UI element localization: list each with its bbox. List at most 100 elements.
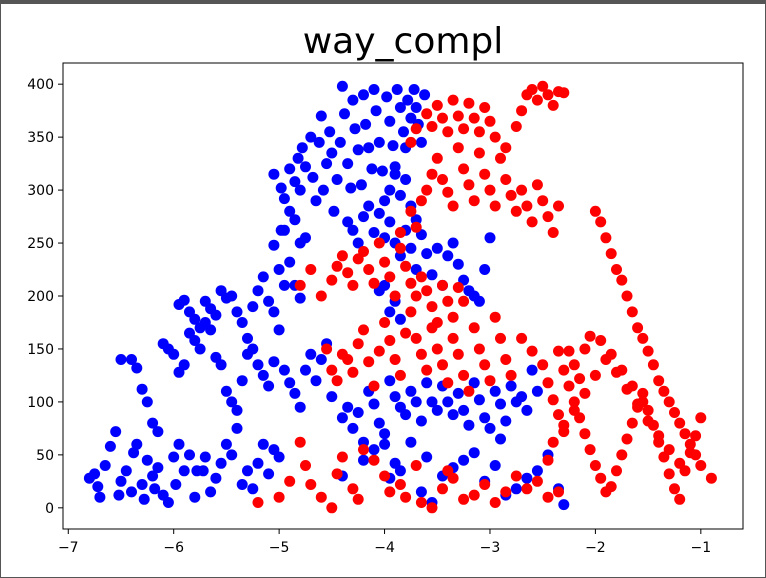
scatter-point-s0-186 [442, 250, 454, 262]
scatter-point-s1-122 [521, 200, 533, 212]
scatter-point-s0-73 [273, 324, 285, 336]
scatter-point-s1-70 [294, 279, 306, 291]
scatter-point-s0-127 [315, 110, 327, 122]
scatter-point-s1-106 [437, 174, 448, 185]
scatter-point-s1-194 [637, 387, 649, 399]
scatter-point-s1-163 [626, 306, 638, 318]
scatter-point-s1-130 [410, 123, 422, 135]
scatter-point-s1-138 [458, 123, 470, 135]
scatter-point-s0-106 [294, 292, 306, 304]
scatter-point-s0-90 [210, 309, 222, 321]
scatter-point-s0-172 [368, 227, 380, 238]
scatter-point-s1-154 [516, 105, 528, 117]
scatter-point-s0-182 [421, 248, 433, 260]
scatter-point-s0-149 [373, 136, 385, 148]
scatter-point-s1-143 [484, 115, 496, 127]
scatter-point-s1-36 [331, 375, 343, 387]
scatter-point-s0-7 [113, 489, 125, 501]
scatter-point-s0-231 [463, 419, 475, 431]
scatter-point-s1-141 [473, 126, 485, 138]
scatter-point-s1-170 [663, 396, 675, 408]
scatter-point-s1-167 [647, 359, 659, 371]
scatter-point-s1-83 [379, 256, 391, 268]
y-tick-label: 100 [27, 395, 54, 411]
scatter-point-s0-124 [307, 171, 319, 183]
scatter-point-s1-166 [642, 345, 654, 357]
scatter-point-s1-116 [489, 200, 501, 212]
scatter-point-s0-232 [468, 377, 480, 389]
scatter-point-s1-156 [589, 205, 601, 217]
scatter-point-s0-151 [379, 195, 391, 207]
scatter-point-s0-29 [199, 451, 211, 463]
scatter-point-s1-174 [684, 438, 696, 450]
scatter-point-s0-35 [231, 422, 243, 434]
scatter-point-s0-223 [421, 377, 433, 389]
scatter-point-s0-15 [141, 454, 153, 466]
scatter-point-s1-69 [505, 369, 517, 381]
scatter-point-s1-180 [563, 380, 575, 392]
scatter-point-s0-96 [242, 332, 253, 344]
scatter-point-s1-183 [579, 428, 591, 440]
scatter-point-s1-27 [489, 497, 501, 508]
scatter-point-s1-24 [458, 493, 470, 505]
scatter-point-s0-20 [162, 497, 174, 508]
scatter-point-s1-23 [447, 472, 459, 484]
scatter-point-s1-31 [531, 475, 543, 487]
scatter-point-s1-64 [479, 359, 491, 371]
y-tick-label: 400 [27, 77, 54, 93]
scatter-point-s1-2 [284, 475, 296, 487]
scatter-point-s1-38 [342, 354, 354, 365]
scatter-point-s0-58 [194, 343, 206, 355]
scatter-point-s1-149 [537, 80, 549, 92]
scatter-point-s1-229 [637, 396, 649, 408]
scatter-point-s1-93 [431, 317, 443, 328]
scatter-point-s0-32 [215, 457, 227, 469]
scatter-point-s1-200 [669, 483, 680, 495]
scatter-point-s0-78 [300, 364, 311, 376]
scatter-point-s1-84 [384, 271, 396, 283]
scatter-point-s1-61 [463, 385, 475, 397]
scatter-point-s0-234 [479, 412, 491, 424]
scatter-point-s0-196 [389, 168, 401, 180]
scatter-point-s1-192 [626, 417, 638, 429]
scatter-point-s0-262 [495, 433, 506, 445]
y-tick-label: 350 [27, 130, 54, 146]
scatter-point-s0-123 [305, 131, 317, 143]
scatter-point-s0-46 [131, 362, 143, 374]
scatter-point-s1-228 [626, 380, 638, 392]
scatter-point-s1-87 [400, 260, 412, 272]
scatter-point-s0-219 [400, 409, 412, 421]
scatter-point-s0-237 [495, 398, 506, 410]
scatter-point-s0-31 [210, 472, 222, 484]
scatter-point-s0-138 [345, 182, 357, 194]
scatter-point-s0-227 [442, 396, 454, 408]
scatter-point-s1-100 [405, 205, 417, 217]
scatter-point-s0-266 [531, 465, 543, 477]
scatter-point-s1-144 [489, 131, 501, 143]
scatter-point-s0-225 [431, 404, 443, 416]
scatter-point-s1-235 [553, 409, 564, 421]
scatter-point-s1-129 [405, 136, 417, 148]
scatter-point-s1-13 [368, 454, 380, 466]
y-axis: 0 50 100 150 200 250 300 350 400 [27, 77, 63, 517]
scatter-point-s1-56 [437, 359, 448, 371]
scatter-point-s1-223 [579, 343, 591, 355]
scatter-point-s1-77 [347, 279, 359, 291]
scatter-point-s0-60 [205, 324, 217, 336]
scatter-point-s1-173 [679, 428, 691, 440]
scatter-point-s1-95 [442, 295, 454, 307]
scatter-point-s0-5 [104, 440, 116, 452]
scatter-point-s0-215 [379, 428, 391, 440]
scatter-point-s0-119 [292, 152, 304, 164]
scatter-point-s1-177 [705, 472, 717, 484]
scatter-point-s1-72 [315, 290, 327, 302]
scatter-point-s0-173 [373, 207, 385, 219]
scatter-point-s1-60 [458, 369, 470, 381]
scatter-point-s0-50 [152, 426, 164, 438]
scatter-point-s1-90 [415, 271, 427, 283]
scatter-point-s1-160 [611, 264, 622, 275]
scatter-point-s0-161 [405, 112, 417, 124]
scatter-point-s1-119 [505, 189, 517, 201]
scatter-point-s1-14 [379, 470, 391, 482]
scatter-point-s0-13 [136, 479, 148, 490]
